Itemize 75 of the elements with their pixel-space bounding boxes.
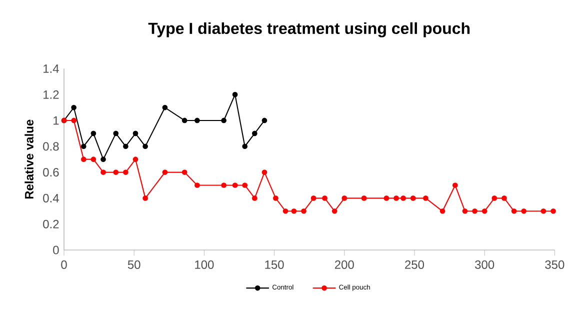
point: [71, 118, 76, 124]
y-tick-label: 0: [53, 246, 59, 254]
y-axis-title: Relative value: [24, 120, 34, 199]
point: [332, 208, 338, 214]
y-tick-label: 1.4: [44, 64, 59, 73]
point: [113, 170, 119, 175]
point: [123, 144, 128, 150]
point: [472, 208, 478, 214]
y-tick-label: 0.6: [43, 168, 59, 177]
point: [394, 196, 399, 201]
point: [71, 104, 76, 110]
point: [232, 92, 238, 98]
x-tick-label: 0: [61, 260, 67, 269]
point: [90, 156, 96, 162]
point: [221, 182, 226, 188]
point: [182, 170, 188, 175]
point: [162, 104, 168, 110]
point: [80, 144, 86, 150]
point: [262, 170, 268, 175]
point: [100, 156, 106, 162]
point: [342, 196, 348, 201]
point: [492, 196, 498, 201]
point: [361, 196, 367, 201]
point: [482, 208, 488, 214]
point: [242, 144, 248, 150]
point: [502, 196, 507, 201]
point: [400, 196, 406, 201]
point: [462, 208, 468, 214]
point: [322, 196, 328, 201]
point: [423, 196, 428, 201]
point: [550, 208, 556, 214]
point: [511, 208, 517, 214]
point: [194, 182, 200, 188]
point: [194, 118, 200, 124]
x-tick-label: 150: [265, 260, 284, 269]
point: [521, 208, 526, 214]
point: [123, 170, 128, 175]
y-tick-label: 1: [54, 116, 59, 125]
point: [384, 196, 390, 201]
point: [242, 182, 248, 188]
point: [282, 208, 288, 214]
point: [410, 196, 416, 201]
x-tick-label: 250: [405, 260, 424, 269]
point: [262, 118, 268, 124]
point: [132, 156, 138, 162]
point: [310, 196, 316, 201]
point: [80, 156, 86, 162]
point: [440, 208, 446, 214]
point: [291, 208, 297, 214]
x-tick-label: 300: [475, 260, 494, 269]
point: [132, 130, 138, 136]
point: [301, 208, 306, 214]
point: [113, 130, 119, 136]
point: [252, 130, 258, 136]
y-tick-label: 0.8: [43, 142, 59, 151]
point: [182, 118, 188, 124]
x-tick-label: 50: [128, 260, 140, 269]
point: [142, 144, 148, 150]
point: [142, 196, 148, 201]
y-tick-label: 0.2: [43, 220, 59, 228]
y-tick-label: 0.4: [43, 194, 59, 202]
point: [162, 170, 168, 175]
x-tick-label: 350: [545, 260, 564, 269]
point: [100, 170, 106, 175]
point: [252, 196, 258, 201]
chart-title: Type I diabetes treatment using cell pouch: [148, 22, 470, 38]
point: [232, 182, 238, 188]
point: [90, 130, 96, 136]
point: [221, 118, 226, 124]
y-tick-label: 1.2: [44, 90, 59, 99]
point: [452, 182, 458, 188]
point: [273, 196, 278, 201]
point: [540, 208, 546, 214]
x-tick-label: 200: [334, 260, 354, 269]
x-tick-label: 100: [195, 260, 214, 269]
